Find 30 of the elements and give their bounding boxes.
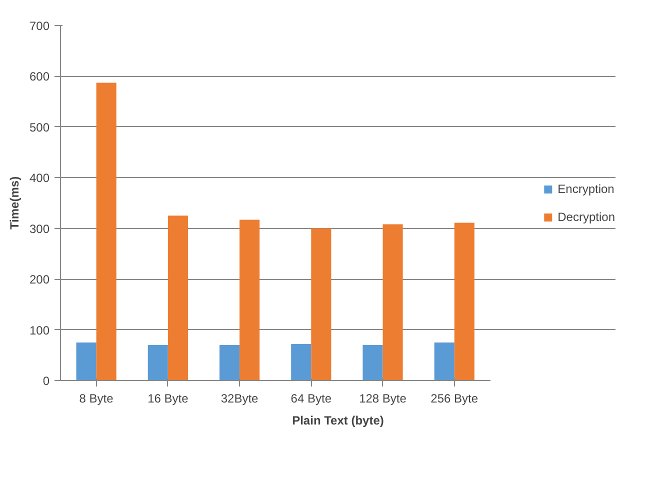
bar <box>382 224 403 380</box>
x-tick-label: 128 Byte <box>359 392 407 406</box>
y-tick-label: 300 <box>29 222 50 236</box>
bar <box>311 228 332 380</box>
x-tick-label: 256 Byte <box>430 392 478 406</box>
x-tick-label: 32Byte <box>220 392 259 406</box>
x-tick-label: 64 Byte <box>290 392 332 406</box>
legend-label: Encryption <box>558 182 614 196</box>
y-tick-label: 100 <box>29 323 50 338</box>
bar <box>76 342 96 380</box>
bar <box>454 222 474 380</box>
bar <box>219 345 240 380</box>
bar <box>148 345 168 380</box>
x-tick-label: 8 Byte <box>79 392 114 406</box>
y-tick-label: 400 <box>29 171 50 186</box>
y-tick-label: 200 <box>29 272 50 287</box>
bar <box>434 342 454 380</box>
y-tick-label: 700 <box>29 19 50 33</box>
x-axis-title: Plain Text (byte) <box>292 414 384 428</box>
y-tick-label: 600 <box>29 70 50 84</box>
bar <box>362 345 383 380</box>
y-tick-label: 0 <box>42 374 50 388</box>
legend-label: Decryption <box>558 210 615 224</box>
bar <box>96 82 116 380</box>
bar <box>291 344 312 380</box>
y-axis-title: Time(ms) <box>7 176 22 230</box>
bar <box>240 220 260 380</box>
x-tick-label: 16 Byte <box>148 392 189 406</box>
y-tick-label: 500 <box>29 120 50 134</box>
bar <box>168 216 188 380</box>
